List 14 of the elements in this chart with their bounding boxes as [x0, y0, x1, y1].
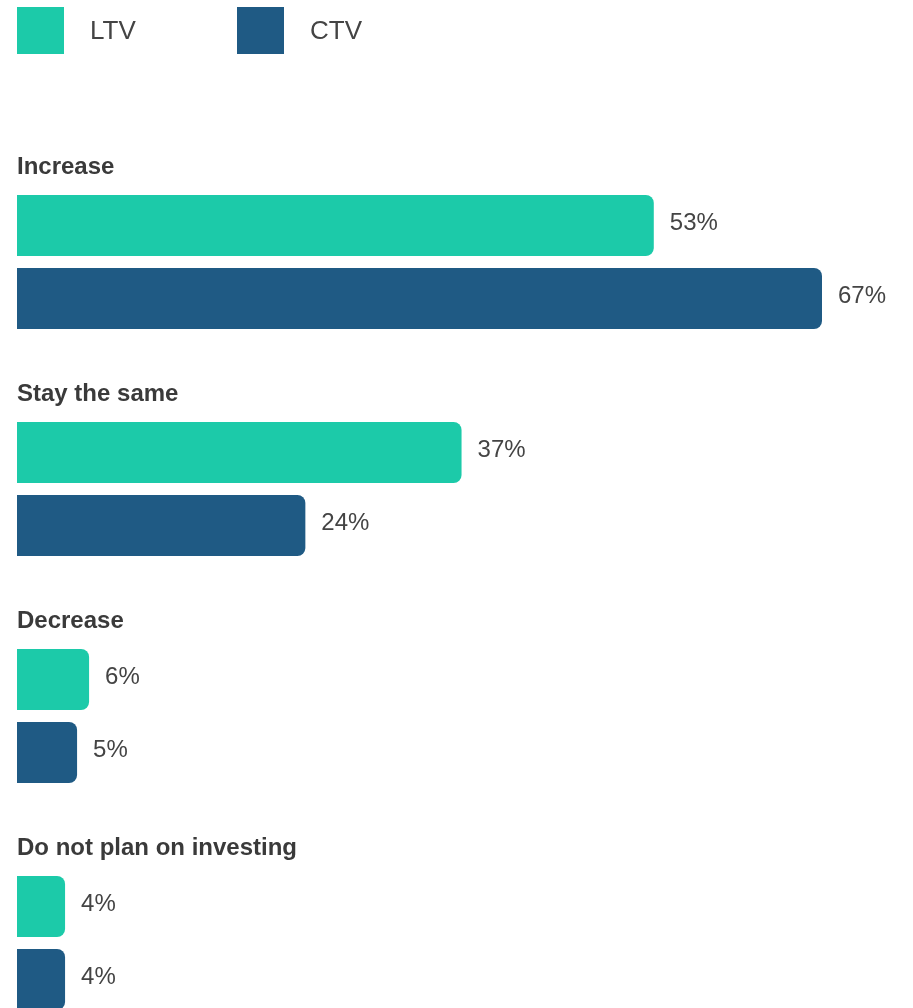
y-tick-label: Do not plan on investing — [17, 833, 297, 860]
data-label: 67% — [838, 280, 887, 308]
legend-label: LTV — [90, 15, 137, 45]
data-label: 4% — [81, 961, 116, 989]
legend-label: CTV — [310, 15, 363, 45]
data-label: 5% — [93, 734, 128, 762]
data-label: 6% — [105, 661, 140, 689]
data-label: 53% — [669, 207, 718, 235]
y-tick-label: Decrease — [17, 606, 124, 633]
data-label: 37% — [477, 434, 526, 462]
y-tick-label: Stay the same — [17, 379, 179, 406]
y-tick-label: Increase — [17, 152, 115, 179]
data-label: 4% — [81, 888, 116, 916]
data-label: 24% — [321, 507, 370, 535]
